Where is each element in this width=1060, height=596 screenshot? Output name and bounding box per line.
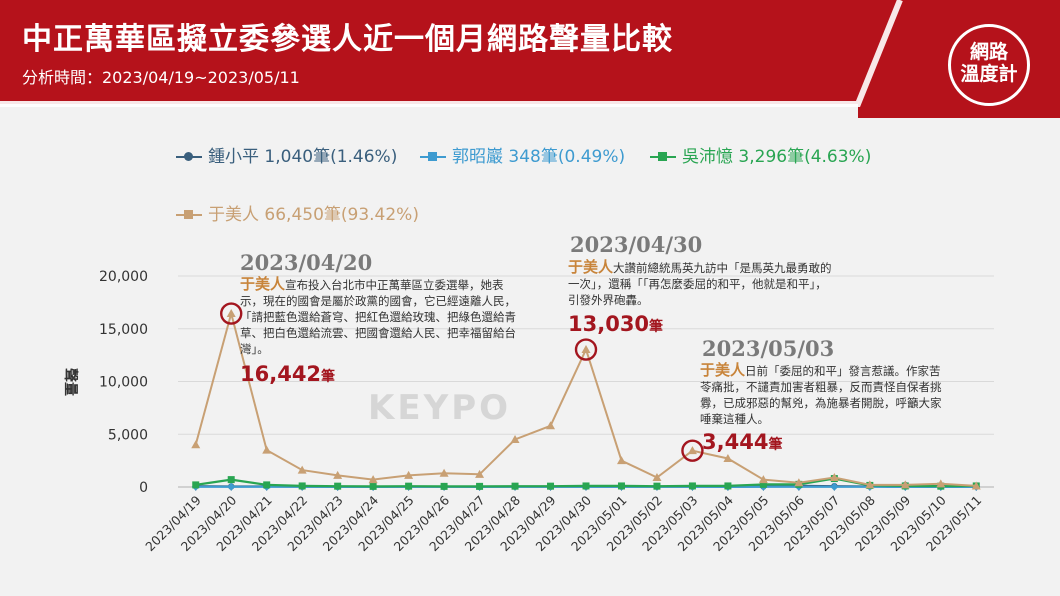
logo-line1: 網路 [969, 41, 1008, 63]
y-tick-label-1: 5,000 [108, 427, 148, 443]
data-point-s0-18 [829, 473, 839, 482]
legend-marker-2 [420, 152, 446, 162]
data-point-s0-14 [687, 446, 697, 455]
highlight-circle-1 [574, 338, 598, 361]
annotation-desc-1: 宣布投入台北市中正萬華區立委選舉，她表示，現在的國會是屬於政黨的國會，它已經遠離… [240, 278, 516, 356]
annotation-name-1: 于美人 [240, 275, 286, 293]
annotation-unit-1: 筆 [321, 369, 336, 385]
brand-logo: 網路 溫度計 [948, 24, 1030, 106]
annotation-desc-3: 日前「委屈的和平」發言惹議。作家苦苓痛批，不譴責加害者粗暴，反而責怪自保者挑釁，… [700, 364, 942, 426]
data-point-s0-17 [794, 478, 804, 487]
annotation-text-1: 于美人宣布投入台北市中正萬華區立委選舉，她表示，現在的國會是屬於政黨的國會，它已… [240, 276, 522, 357]
data-point-s0-6 [404, 470, 414, 479]
annotation-number-3: 3,444 [702, 430, 769, 454]
data-point-s3-9 [511, 482, 519, 490]
data-point-s0-13 [652, 473, 662, 482]
data-point-s0-16 [758, 475, 768, 484]
data-point-s0-5 [368, 475, 378, 484]
y-tick-label-3: 15,000 [99, 322, 148, 338]
data-point-s3-2 [263, 481, 271, 489]
annotation-value-3: 3,444筆 [702, 430, 782, 454]
annotation-value-2: 13,030筆 [568, 312, 663, 336]
highlight-circle-0 [220, 302, 243, 325]
legend-marker-3 [650, 152, 676, 162]
legend-label-2: 郭昭巖 348筆(0.49%) [452, 147, 626, 167]
data-point-s3-12 [617, 482, 625, 490]
annotation-unit-3: 筆 [768, 437, 783, 453]
data-point-s0-0 [191, 440, 201, 449]
data-point-s3-8 [476, 482, 484, 490]
data-point-s0-19 [865, 480, 875, 489]
data-point-s0-22 [971, 481, 981, 490]
annotation-name-2: 于美人 [568, 258, 614, 276]
annotation-value-1: 16,442筆 [240, 362, 335, 386]
data-point-s0-7 [439, 468, 449, 477]
data-point-s3-13 [653, 482, 661, 490]
data-point-s0-2 [262, 445, 272, 454]
data-point-s3-7 [440, 482, 448, 490]
annotation-number-2: 13,030 [568, 312, 650, 336]
annotation-unit-2: 筆 [649, 319, 664, 335]
data-point-s3-11 [582, 482, 590, 490]
legend-item-3: 吳沛憶 3,296筆(4.63%) [650, 142, 871, 167]
data-point-s0-12 [616, 456, 626, 465]
annotation-text-2: 于美人大讚前總統馬英九訪中「是馬英九最勇敢的一次」，還稱「「再怎麼委屈的和平，他… [568, 259, 838, 308]
logo-line2: 溫度計 [960, 63, 1018, 85]
y-tick-label-2: 10,000 [99, 375, 148, 391]
annotation-date-1: 2023/04/20 [240, 250, 373, 275]
data-point-s3-1 [227, 476, 235, 484]
data-point-s0-1 [226, 309, 236, 318]
data-point-s0-21 [936, 479, 946, 488]
legend-item-2: 郭昭巖 348筆(0.49%) [420, 142, 625, 167]
annotation-date-3: 2023/05/03 [702, 336, 835, 361]
data-point-s3-6 [405, 482, 413, 490]
data-point-s0-11 [581, 345, 591, 354]
data-point-s3-10 [547, 482, 555, 490]
data-point-s3-15 [724, 482, 732, 490]
annotation-number-1: 16,442 [240, 362, 322, 386]
legend-marker-1 [176, 152, 202, 162]
annotation-name-3: 于美人 [700, 361, 746, 379]
data-point-s2-18 [830, 482, 839, 491]
annotation-date-2: 2023/04/30 [570, 232, 703, 257]
data-point-s0-4 [333, 470, 343, 479]
legend-item-4: 于美人 66,450筆(93.42%) [176, 200, 419, 225]
data-point-s0-20 [900, 480, 910, 489]
data-point-s0-15 [723, 454, 733, 463]
legend-label-3: 吳沛憶 3,296筆(4.63%) [682, 147, 872, 167]
data-point-s0-8 [475, 469, 485, 478]
y-tick-label-0: 0 [139, 480, 148, 496]
y-axis-label: 聲量 [62, 368, 79, 396]
legend-item-1: 鍾小平 1,040筆(1.46%) [176, 142, 397, 167]
highlight-circle-2 [681, 439, 704, 462]
y-tick-label-4: 20,000 [99, 269, 148, 285]
analysis-period: 分析時間：2023/04/19~2023/05/11 [22, 68, 300, 87]
keypo-watermark: KEYPO [368, 388, 512, 428]
data-point-s3-14 [688, 482, 696, 490]
data-point-s3-16 [759, 480, 767, 488]
data-point-s3-3 [298, 482, 306, 490]
legend-label-4: 于美人 66,450筆(93.42%) [208, 205, 419, 225]
data-point-s2-1 [227, 482, 236, 491]
data-point-s3-4 [334, 482, 342, 490]
legend-marker-4 [176, 210, 202, 220]
data-point-s0-3 [297, 465, 307, 474]
data-point-s3-0 [192, 481, 200, 489]
page-title: 中正萬華區擬立委參選人近一個月網路聲量比較 [22, 22, 673, 57]
annotation-text-3: 于美人日前「委屈的和平」發言惹議。作家苦苓痛批，不譴責加害者粗暴，反而責怪自保者… [700, 362, 950, 427]
legend-label-1: 鍾小平 1,040筆(1.46%) [208, 147, 398, 167]
data-point-s0-10 [546, 421, 556, 430]
data-point-s3-5 [369, 482, 377, 490]
annotation-desc-2: 大讚前總統馬英九訪中「是馬英九最勇敢的一次」，還稱「「再怎麼委屈的和平，他就是和… [568, 261, 832, 307]
data-point-s0-9 [510, 435, 520, 444]
